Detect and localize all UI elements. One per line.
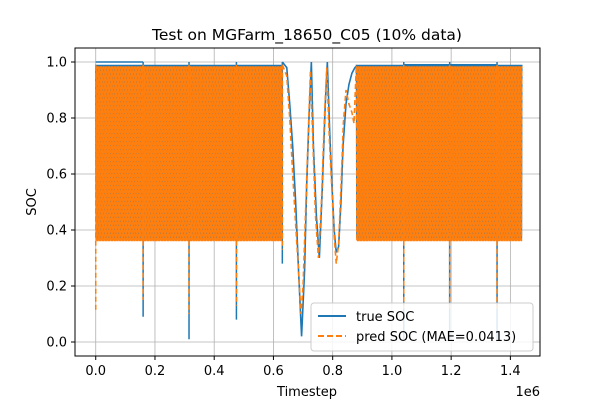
x-tick-label: 0.2 xyxy=(145,364,166,379)
pred-soc-cycling-band xyxy=(449,66,498,242)
y-tick-label: 0.8 xyxy=(46,112,67,127)
legend-true-label: true SOC xyxy=(356,310,414,325)
x-tick-label: 0.0 xyxy=(85,364,106,379)
axis-ticks: 0.0 0.2 0.4 0.6 0.8 1.0 1.2 1.4 0.0 0.2 0.4 0.6 0.8 1… xyxy=(46,56,520,380)
pred-soc-cycling-band xyxy=(95,66,144,242)
x-tick-label: 0.6 xyxy=(263,364,284,379)
y-tick-label: 0.4 xyxy=(46,224,67,239)
y-tick-label: 0.0 xyxy=(46,336,67,351)
pred-soc-cycling-band xyxy=(496,66,523,242)
legend: true SOC pred SOC (MAE=0.0413) xyxy=(310,302,534,352)
series-pred-soc xyxy=(94,64,523,315)
legend-box xyxy=(310,302,534,352)
pred-soc-cycling-band xyxy=(188,66,237,242)
y-tick-label: 0.2 xyxy=(46,280,67,295)
pred-soc-cycling-band xyxy=(235,66,283,242)
pred-soc-cycling-band xyxy=(142,66,190,242)
series-layer xyxy=(94,61,523,340)
pred-soc-cycling-band xyxy=(355,66,405,242)
x-tick-label: 0.8 xyxy=(322,364,343,379)
x-scale-label: 1e6 xyxy=(515,385,540,400)
chart-title: Test on MGFarm_18650_C05 (10% data) xyxy=(151,26,462,45)
pred-soc-mid-profile xyxy=(281,64,358,315)
x-tick-label: 1.2 xyxy=(441,364,462,379)
x-tick-label: 0.4 xyxy=(204,364,225,379)
plot-frame xyxy=(74,47,541,357)
x-tick-label: 1.4 xyxy=(500,364,521,379)
legend-pred-label: pred SOC (MAE=0.0413) xyxy=(356,330,516,345)
pred-soc-cycling-band xyxy=(403,66,451,242)
y-axis-title: SOC xyxy=(25,188,40,216)
y-tick-label: 1.0 xyxy=(46,56,67,71)
x-axis-title: Timestep xyxy=(276,385,337,400)
y-tick-label: 0.6 xyxy=(46,168,67,183)
x-tick-label: 1.0 xyxy=(382,364,403,379)
